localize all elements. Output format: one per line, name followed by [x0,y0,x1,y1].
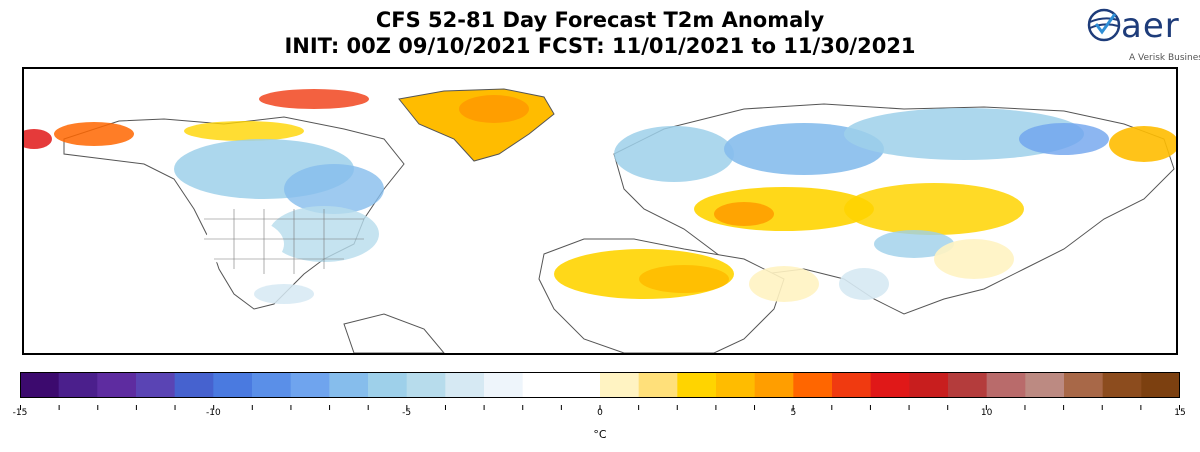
globe-check-icon [1087,8,1121,42]
colorbar-swatch [329,372,369,398]
caspian-warm-core [714,202,774,226]
colorbar-swatch [909,372,949,398]
mongolia-warm [844,183,1024,235]
tibet-cool [874,230,954,258]
siberia-cool [844,108,1084,160]
alaska-edge-warm [24,129,52,149]
colorbar-swatch [406,372,446,398]
mexico-cool [254,284,314,304]
colorbar-labels: -15 -10 -5 0 5 10 15 [13,408,1186,422]
colorbar [20,372,1181,398]
colorbar-tick-label: -15 [12,408,28,418]
colorbar-swatch [58,372,98,398]
colorbar-swatch [754,372,794,398]
colorbar-swatch [136,372,176,398]
colorbar-swatch [290,372,330,398]
colorbar-swatch [1102,372,1142,398]
colorbar-swatch [832,372,872,398]
colorbar-swatch [600,372,640,398]
colorbar-border [20,372,1180,398]
colorbar-swatch [252,372,292,398]
colorbar-swatch [20,372,60,398]
central-russia-cool [724,123,884,175]
aer-logo: aer A Verisk Business [1085,6,1200,66]
world-map [24,88,1176,353]
colorbar-swatch [213,372,253,398]
map-subtitle: INIT: 00Z 09/10/2021 FCST: 11/01/2021 to… [284,34,916,58]
land-south-america [343,313,445,353]
colorbar-swatch [677,372,717,398]
colorbar-ticks [20,398,1180,410]
greenland-core [459,95,529,123]
colorbar-tick-label: 15 [1174,408,1186,418]
alaska-warm-anomaly [54,122,134,146]
colorbar-swatch [522,372,562,398]
far-east-warm [1109,126,1176,162]
east-siberia-cool-core [1019,123,1109,155]
hudson-cool [284,164,384,214]
colorbar-swatch [174,372,214,398]
colorbar-swatch [948,372,988,398]
sahara-warm-core [639,265,729,293]
colorbar-swatch [1025,372,1065,398]
colorbar-swatch [638,372,678,398]
us-state-lines [204,209,364,274]
logo-wordmark: aer [1121,6,1180,46]
colorbar-swatch [1064,372,1104,398]
colorbar-unit: °C [593,428,607,441]
northern-canada-warm [184,121,304,141]
arabia-warm [749,266,819,302]
colorbar-swatch [870,372,910,398]
colorbar-tick-label: 0 [597,408,603,418]
china-neutral [934,239,1014,279]
colorbar-swatch [716,372,756,398]
colorbar-swatch [368,372,408,398]
colorbar-tick-marks [20,405,1180,410]
colorbar-swatches [20,372,1181,398]
europe-cool [614,126,734,182]
colorbar-tick-label: 5 [790,408,797,418]
colorbar-swatch [1141,372,1181,398]
colorbar-tick-label: -5 [402,408,412,418]
western-us-neutral [204,219,284,269]
india-cool [839,268,889,300]
map-title: CFS 52-81 Day Forecast T2m Anomaly [375,8,825,32]
colorbar-swatch [793,372,833,398]
colorbar-swatch [986,372,1026,398]
colorbar-tick-label: 10 [980,408,993,418]
colorbar-swatch [97,372,137,398]
colorbar-swatch [484,372,524,398]
arctic-canada-warm [259,89,369,109]
colorbar-tick-label: -10 [205,408,221,418]
anomaly-map [22,67,1178,355]
colorbar-swatch [445,372,485,398]
logo-tagline: A Verisk Business [1129,53,1200,63]
colorbar-swatch [561,372,601,398]
